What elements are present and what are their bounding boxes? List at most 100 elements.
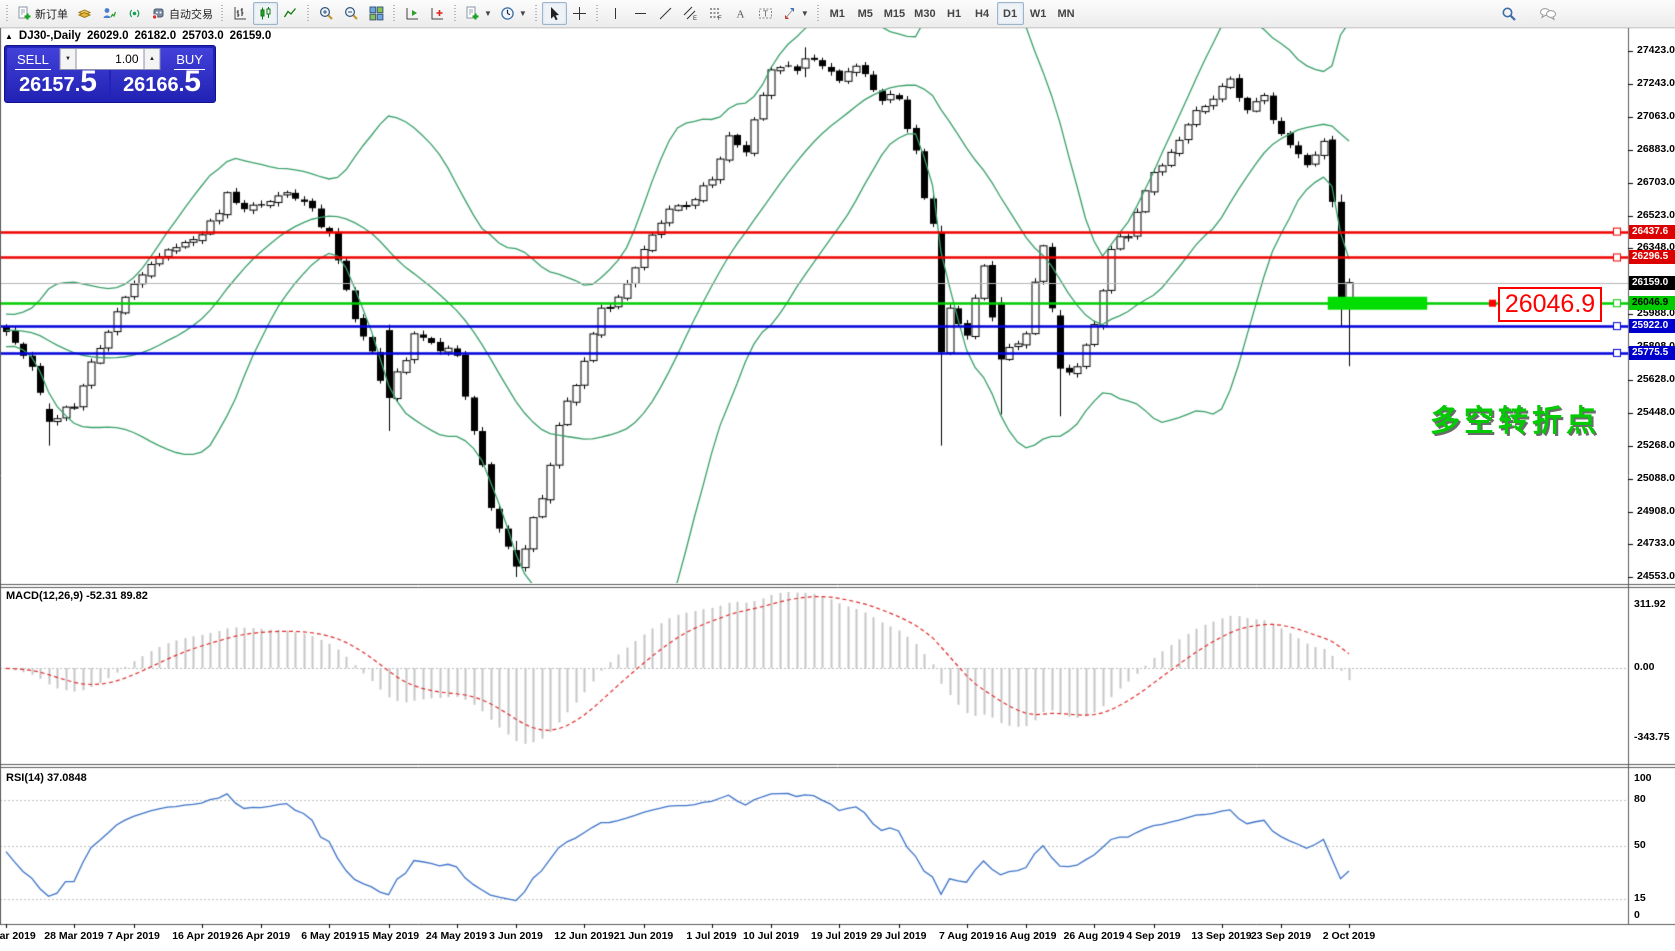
macd-indicator-label: MACD(12,26,9) -52.31 89.82 (6, 590, 148, 602)
crosshair-icon (572, 6, 587, 21)
zoom-out-button[interactable] (339, 2, 364, 25)
timeframe-button-h1[interactable]: H1 (941, 2, 968, 25)
macd-values: -52.31 89.82 (86, 590, 148, 602)
channel-button[interactable]: E (678, 2, 703, 25)
timeframe-button-m15[interactable]: M15 (880, 2, 909, 25)
sell-label: SELL (15, 52, 51, 70)
auto-scroll-icon (405, 6, 420, 21)
community-icon (102, 6, 117, 21)
toolbar-grip (593, 3, 601, 24)
tile-windows-button[interactable] (364, 2, 389, 25)
gold-box-icon (77, 6, 92, 21)
zoom-out-icon (344, 6, 359, 21)
volume-increase-button[interactable]: ▲ (143, 48, 161, 70)
autotrading-icon (151, 6, 166, 21)
timeframe-button-mn[interactable]: MN (1053, 2, 1080, 25)
signal-icon (127, 6, 142, 21)
arrow-down-icon: ▼ (65, 56, 71, 62)
vertical-line-button[interactable] (603, 2, 628, 25)
chevron-down-icon: ▼ (518, 9, 527, 18)
cursor-icon (547, 6, 562, 21)
channel-icon: E (683, 6, 698, 21)
vertical-line-icon (608, 6, 623, 21)
turning-point-note: 多空转折点 (1430, 405, 1600, 438)
volume-decrease-button[interactable]: ▼ (59, 48, 77, 70)
timeframe-button-m30[interactable]: M30 (910, 2, 939, 25)
search-icon (1501, 6, 1517, 22)
label-icon: T (758, 6, 773, 21)
collapse-panel-icon[interactable]: ▲ (5, 31, 13, 41)
periods-clock-icon (500, 6, 515, 21)
volume-stepper: ▼ 1.00 ▲ (59, 48, 161, 70)
chart-shift-button[interactable] (425, 2, 450, 25)
bar-chart-icon (233, 6, 248, 21)
toolbar-grip (532, 3, 540, 24)
auto-scroll-button[interactable] (400, 2, 425, 25)
toolbar-grip (305, 3, 312, 24)
new-order-label: 新订单 (35, 8, 68, 21)
main-toolbar: 新订单 自动交易 ▼ ▼ (0, 0, 1675, 28)
tile-windows-icon (369, 6, 384, 21)
ohlc-close: 26159.0 (229, 30, 272, 42)
timeframe-button-m1[interactable]: M1 (824, 2, 851, 25)
candlestick-chart-button[interactable] (253, 2, 278, 25)
periods-button[interactable]: ▼ (496, 2, 531, 25)
timeframe-button-h4[interactable]: H4 (969, 2, 996, 25)
chart-symbol-period: DJ30-,Daily (18, 30, 81, 42)
rsi-indicator-label: RSI(14) 37.0848 (6, 772, 87, 784)
line-chart-icon (283, 6, 298, 21)
autotrading-button[interactable]: 自动交易 (147, 2, 217, 25)
search-button[interactable] (1496, 2, 1521, 25)
horizontal-line-icon (633, 6, 648, 21)
sell-price: 26157.5 (19, 65, 97, 98)
toolbar-grip (391, 3, 398, 24)
new-chart-button[interactable]: ▼ (461, 2, 496, 25)
chat-icon (1539, 6, 1557, 22)
buy-label: BUY (174, 52, 205, 70)
chart-shift-icon (430, 6, 445, 21)
chart-title: ▲ DJ30-,Daily 26029.0 26182.0 25703.0 26… (5, 30, 271, 42)
timeframe-button-d1[interactable]: D1 (996, 2, 1024, 25)
community-button[interactable] (97, 2, 122, 25)
zoom-in-icon (319, 6, 334, 21)
toolbar-grip (4, 3, 11, 24)
market-panel-button[interactable] (72, 2, 97, 25)
toolbar-grip (219, 3, 226, 24)
one-click-trading-panel: SELL 26157.5 BUY 26166.5 ▼ 1.00 ▲ (4, 45, 216, 103)
new-chart-icon (465, 6, 480, 21)
crosshair-button[interactable] (567, 2, 592, 25)
ohlc-high: 26182.0 (134, 30, 177, 42)
timeframe-button-m5[interactable]: M5 (852, 2, 879, 25)
cursor-button[interactable] (541, 2, 567, 25)
arrow-up-icon: ▲ (149, 56, 155, 62)
text-icon: A (733, 6, 748, 21)
bar-chart-button[interactable] (228, 2, 253, 25)
svg-text:A: A (736, 9, 744, 21)
ohlc-low: 25703.0 (182, 30, 224, 42)
autotrading-label: 自动交易 (169, 8, 213, 21)
zoom-in-button[interactable] (314, 2, 339, 25)
label-button[interactable]: T (753, 2, 778, 25)
volume-input[interactable]: 1.00 (76, 48, 144, 70)
chevron-down-icon: ▼ (484, 9, 492, 18)
timeframe-button-w1[interactable]: W1 (1025, 2, 1052, 25)
horizontal-line-button[interactable] (628, 2, 653, 25)
chevron-down-icon: ▼ (800, 9, 809, 18)
toolbar-grip (814, 3, 822, 24)
price-annotation-label: 26046.9 (1498, 287, 1602, 322)
line-chart-button[interactable] (278, 2, 303, 25)
new-order-button[interactable]: 新订单 (13, 2, 72, 25)
text-button[interactable]: A (728, 2, 753, 25)
new-order-icon (17, 6, 32, 21)
chat-button[interactable] (1535, 2, 1561, 25)
fibonacci-button[interactable]: F (703, 2, 728, 25)
trendline-icon (658, 6, 673, 21)
rsi-value: 37.0848 (46, 772, 87, 784)
signals-button[interactable] (122, 2, 147, 25)
trendline-button[interactable] (653, 2, 678, 25)
arrows-button[interactable]: ▼ (778, 2, 813, 25)
toolbar-grip (452, 3, 459, 24)
svg-text:E: E (693, 16, 697, 21)
